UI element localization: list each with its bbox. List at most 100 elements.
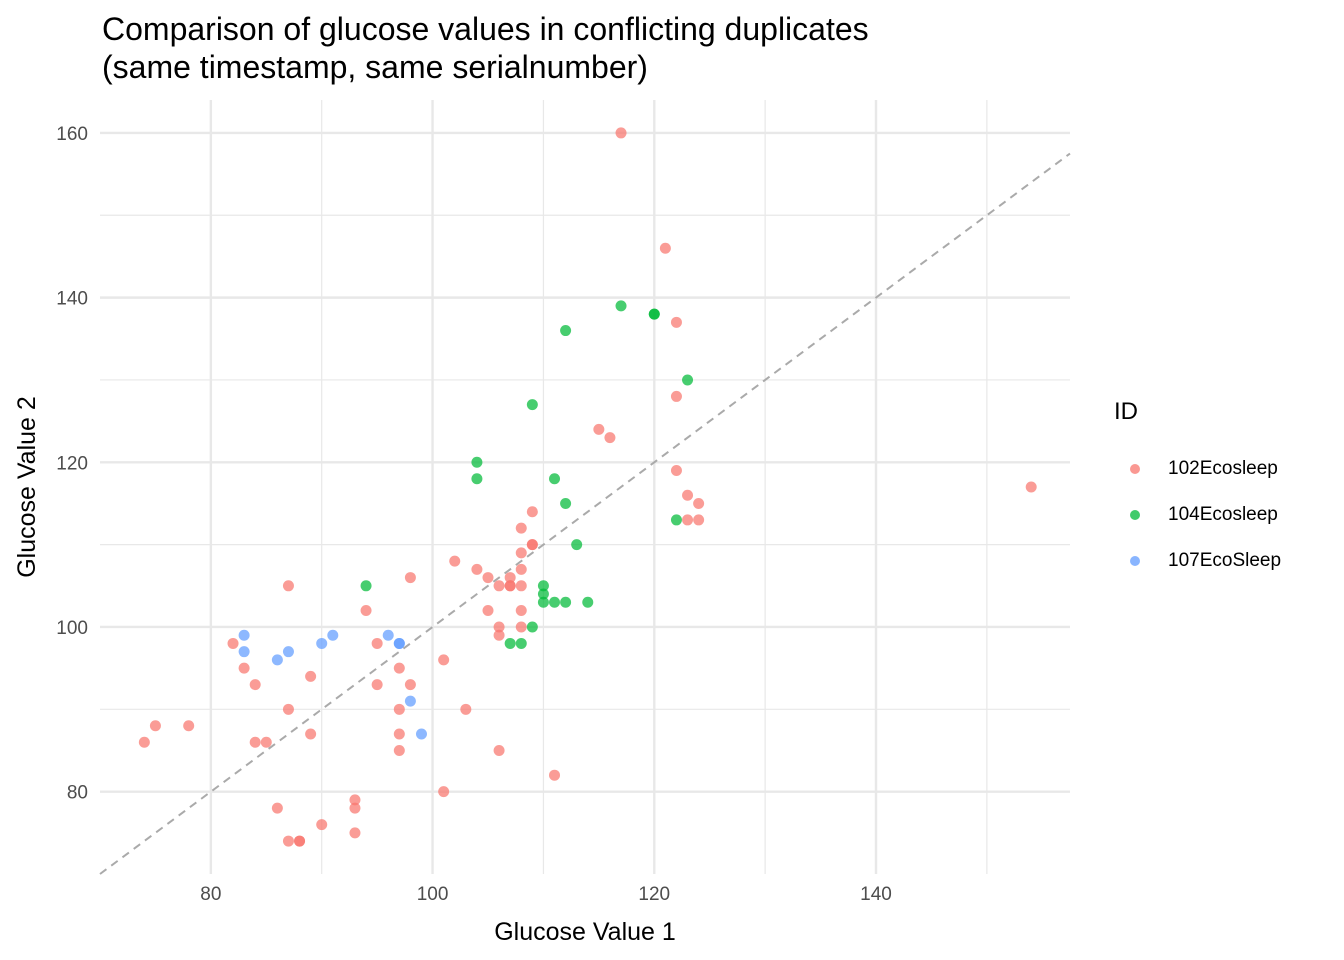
- data-point: [504, 572, 516, 584]
- data-point: [438, 786, 450, 798]
- data-point: [282, 835, 294, 847]
- data-point: [415, 728, 427, 740]
- x-tick-label: 80: [200, 884, 221, 905]
- data-point: [349, 802, 361, 814]
- data-point: [271, 802, 283, 814]
- data-point: [504, 637, 516, 649]
- data-point: [349, 827, 361, 839]
- data-point: [282, 703, 294, 715]
- data-point: [249, 679, 261, 691]
- data-point: [393, 728, 405, 740]
- data-point: [404, 695, 416, 707]
- data-point: [670, 514, 682, 526]
- data-point: [560, 497, 572, 509]
- data-point: [549, 769, 561, 781]
- data-points: [138, 127, 1037, 847]
- data-point: [1025, 481, 1037, 493]
- data-point: [560, 596, 572, 608]
- legend-items: 102Ecosleep 104Ecosleep 107EcoSleep: [1114, 446, 1281, 584]
- data-point: [238, 646, 250, 658]
- data-point: [549, 596, 561, 608]
- data-point: [526, 399, 538, 411]
- chart-title-line-1: Comparison of glucose values in conflict…: [102, 11, 869, 47]
- data-point: [305, 728, 317, 740]
- data-point: [305, 670, 317, 682]
- data-point: [393, 703, 405, 715]
- data-point: [504, 580, 516, 592]
- legend-key-dot: [1130, 510, 1140, 520]
- y-tick-label: 160: [56, 124, 88, 145]
- data-point: [282, 580, 294, 592]
- data-point: [615, 300, 627, 312]
- data-point: [382, 629, 394, 641]
- y-tick-label: 120: [56, 453, 88, 474]
- data-point: [526, 506, 538, 518]
- data-point: [537, 596, 549, 608]
- y-tick-label: 100: [56, 618, 88, 639]
- data-point: [526, 539, 538, 551]
- x-axis-label: Glucose Value 1: [494, 918, 676, 946]
- legend: ID 102Ecosleep 104Ecosleep 107EcoSleep: [1114, 398, 1281, 584]
- data-point: [138, 736, 150, 748]
- data-point: [316, 637, 328, 649]
- data-point: [349, 794, 361, 806]
- data-point: [271, 654, 283, 666]
- data-point: [682, 489, 694, 501]
- legend-item: 107EcoSleep: [1114, 538, 1281, 584]
- legend-key-dot: [1130, 556, 1140, 566]
- data-point: [227, 637, 239, 649]
- legend-key-dot: [1130, 464, 1140, 474]
- data-point: [393, 662, 405, 674]
- data-point: [515, 563, 527, 575]
- x-tick-label: 120: [638, 884, 670, 905]
- data-point: [282, 646, 294, 658]
- data-point: [471, 473, 483, 485]
- data-point: [404, 679, 416, 691]
- data-point: [294, 835, 306, 847]
- data-point: [670, 465, 682, 477]
- legend-title: ID: [1114, 398, 1138, 425]
- legend-item: 102Ecosleep: [1114, 446, 1281, 492]
- chart-title-line-2: (same timestamp, same serialnumber): [102, 49, 648, 85]
- data-point: [515, 580, 527, 592]
- data-point: [670, 390, 682, 402]
- x-tick-label: 100: [417, 884, 449, 905]
- data-point: [537, 588, 549, 600]
- data-point: [327, 629, 339, 641]
- data-point: [659, 242, 671, 254]
- data-point: [460, 703, 472, 715]
- data-point: [471, 456, 483, 468]
- data-point: [560, 325, 572, 337]
- data-point: [471, 563, 483, 575]
- data-point: [515, 522, 527, 534]
- data-point: [526, 621, 538, 633]
- y-tick-label: 80: [67, 783, 88, 804]
- data-point: [604, 432, 616, 444]
- data-point: [482, 572, 494, 584]
- data-point: [260, 736, 272, 748]
- data-point: [515, 547, 527, 559]
- data-point: [449, 555, 461, 567]
- grid: [100, 100, 1070, 874]
- data-point: [183, 720, 195, 732]
- data-point: [648, 308, 660, 320]
- data-point: [515, 605, 527, 617]
- data-point: [615, 127, 627, 139]
- data-point: [493, 621, 505, 633]
- data-point: [493, 744, 505, 756]
- data-point: [393, 744, 405, 756]
- data-point: [238, 629, 250, 641]
- data-point: [360, 580, 372, 592]
- tick-labels: 80 100 120 140 80 100 120 140 160: [56, 124, 892, 905]
- data-point: [693, 514, 705, 526]
- data-point: [438, 654, 450, 666]
- legend-label: 104Ecosleep: [1168, 504, 1278, 525]
- data-point: [316, 819, 328, 831]
- data-point: [682, 374, 694, 386]
- chart-title: Comparison of glucose values in conflict…: [102, 10, 869, 86]
- data-point: [393, 637, 405, 649]
- data-point: [371, 679, 383, 691]
- data-point: [404, 572, 416, 584]
- data-point: [571, 539, 583, 551]
- data-point: [249, 736, 261, 748]
